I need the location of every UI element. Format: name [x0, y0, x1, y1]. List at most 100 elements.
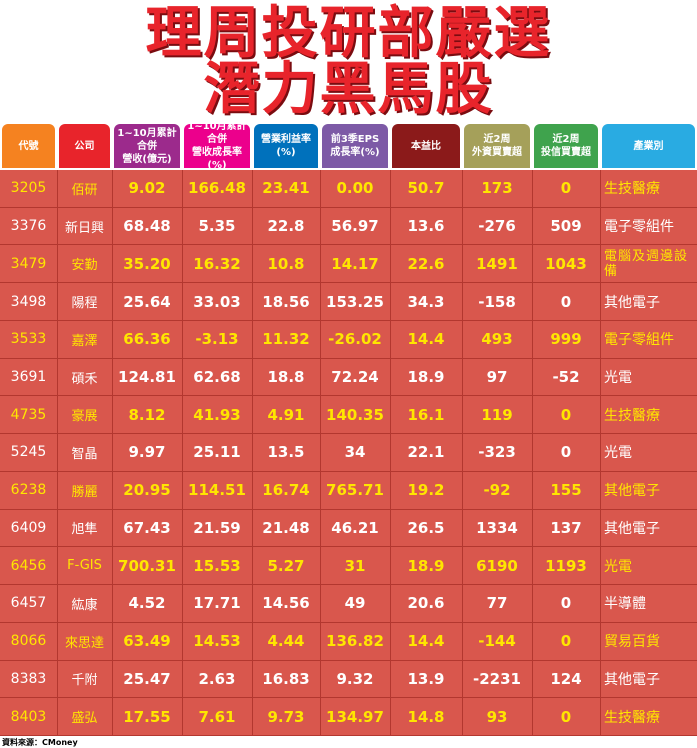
cell-pe: 50.7: [407, 179, 445, 198]
cell-code: 3691: [10, 369, 47, 386]
column-divider: [462, 170, 463, 736]
cell-trust: 0: [560, 292, 572, 311]
cell-pe: 20.6: [407, 594, 445, 613]
cell-growth: 16.32: [193, 254, 241, 273]
cell-pe: 18.9: [407, 368, 445, 387]
table-row: 3479 安勤 35.20 16.32 10.8 14.17 22.6 1491 1043 電腦及…: [0, 245, 697, 284]
cell-eps: 140.35: [326, 405, 384, 424]
cell-company: 新日興: [64, 220, 104, 236]
column-divider: [532, 170, 533, 736]
cell-pe: 18.9: [407, 556, 445, 575]
table-header-row: 代號 公司 1~10月累計合併 營收(億元) 1~10月累計合併 營收成長率(%) 營業…: [0, 121, 697, 171]
cell-industry: 光電: [604, 445, 632, 462]
cell-margin: 18.8: [267, 368, 305, 387]
cell-pe: 19.2: [407, 481, 445, 500]
cell-pe: 14.4: [407, 330, 445, 349]
cell-trust: 1043: [545, 254, 587, 273]
cell-margin: 16.83: [262, 669, 310, 688]
cell-eps: 56.97: [331, 217, 379, 236]
cell-margin: 5.27: [267, 556, 305, 575]
table-row: 4735 豪展 8.12 41.93 4.91 140.35 16.1 119 0 生技醫療: [0, 396, 697, 435]
cell-code: 3533: [10, 331, 47, 348]
column-divider: [600, 170, 601, 736]
cell-industry: 光電: [604, 370, 632, 387]
cell-growth: 114.51: [188, 481, 246, 500]
cell-trust: 0: [560, 179, 572, 198]
cell-pe: 13.9: [407, 669, 445, 688]
column-header: 產業別: [602, 124, 695, 168]
cell-trust: 0: [560, 707, 572, 726]
column-header: 本益比: [392, 124, 460, 168]
cell-industry: 生技醫療: [604, 407, 660, 424]
cell-industry: 其他電子: [604, 520, 660, 537]
cell-rev: 17.55: [123, 707, 171, 726]
cell-industry: 電子零組件: [604, 332, 674, 349]
cell-company: 豪展: [71, 409, 98, 425]
table-row: 8383 千附 25.47 2.63 16.83 9.32 13.9 -2231 124 其他電子: [0, 661, 697, 699]
cell-growth: 166.48: [188, 179, 246, 198]
cell-foreign: -2231: [473, 669, 521, 688]
cell-growth: 33.03: [193, 292, 241, 311]
cell-foreign: -144: [478, 632, 516, 651]
cell-trust: 124: [550, 669, 582, 688]
column-divider: [252, 170, 253, 736]
cell-rev: 9.02: [128, 179, 166, 198]
cell-foreign: -158: [478, 292, 516, 311]
cell-margin: 16.74: [262, 481, 310, 500]
cell-code: 6238: [10, 482, 47, 499]
table-row: 3533 嘉澤 66.36 -3.13 11.32 -26.02 14.4 493 999 電子零…: [0, 321, 697, 359]
cell-trust: 0: [560, 405, 572, 424]
cell-industry: 半導體: [604, 596, 646, 613]
cell-code: 5245: [10, 444, 47, 461]
cell-company: 安勤: [71, 258, 98, 274]
cell-code: 8383: [10, 670, 47, 687]
table-row: 3376 新日興 68.48 5.35 22.8 56.97 13.6 -276 509 電子零組…: [0, 208, 697, 246]
cell-margin: 13.5: [267, 443, 305, 462]
cell-trust: 509: [550, 217, 582, 236]
cell-industry: 電子零組件: [604, 219, 674, 236]
column-header: 公司: [59, 124, 110, 168]
column-header: 1~10月累計合併 營收成長率(%): [184, 121, 250, 171]
cell-eps: 9.32: [336, 669, 374, 688]
cell-foreign: 119: [481, 405, 513, 424]
table-row: 6456 F-GIS 700.31 15.53 5.27 31 18.9 6190 1193 光電: [0, 547, 697, 586]
cell-eps: 34: [344, 443, 366, 462]
cell-rev: 4.52: [128, 594, 166, 613]
cell-foreign: -276: [478, 217, 516, 236]
cell-eps: 46.21: [331, 518, 379, 537]
cell-industry: 光電: [604, 558, 632, 575]
cell-foreign: -323: [478, 443, 516, 462]
cell-pe: 22.1: [407, 443, 445, 462]
cell-code: 8066: [10, 633, 47, 650]
cell-pe: 34.3: [407, 292, 445, 311]
cell-foreign: 77: [486, 594, 508, 613]
cell-foreign: 97: [486, 368, 508, 387]
cell-trust: 137: [550, 518, 582, 537]
cell-pe: 26.5: [407, 518, 445, 537]
cell-margin: 14.56: [262, 594, 310, 613]
page-title: 理周投研部嚴選: [145, 1, 552, 66]
cell-growth: 17.71: [193, 594, 241, 613]
cell-trust: 0: [560, 443, 572, 462]
cell-growth: 25.11: [193, 443, 241, 462]
cell-growth: 2.63: [198, 669, 236, 688]
cell-rev: 8.12: [128, 405, 166, 424]
column-divider: [182, 170, 183, 736]
cell-code: 3479: [10, 255, 47, 272]
cell-eps: 49: [344, 594, 366, 613]
cell-rev: 25.47: [123, 669, 171, 688]
cell-pe: 13.6: [407, 217, 445, 236]
cell-industry: 其他電子: [604, 483, 660, 500]
cell-company: 盛弘: [71, 711, 98, 727]
cell-eps: -26.02: [328, 330, 382, 349]
table-row: 6238 勝麗 20.95 114.51 16.74 765.71 19.2 -92 155 其他…: [0, 472, 697, 510]
column-divider: [390, 170, 391, 736]
cell-company: 嘉澤: [71, 333, 98, 349]
cell-company: 紘康: [71, 597, 98, 613]
cell-code: 6409: [10, 519, 47, 536]
cell-rev: 35.20: [123, 254, 171, 273]
column-header: 營業利益率 (%): [254, 124, 318, 168]
cell-foreign: 173: [481, 179, 513, 198]
cell-eps: 72.24: [331, 368, 379, 387]
cell-rev: 66.36: [123, 330, 171, 349]
